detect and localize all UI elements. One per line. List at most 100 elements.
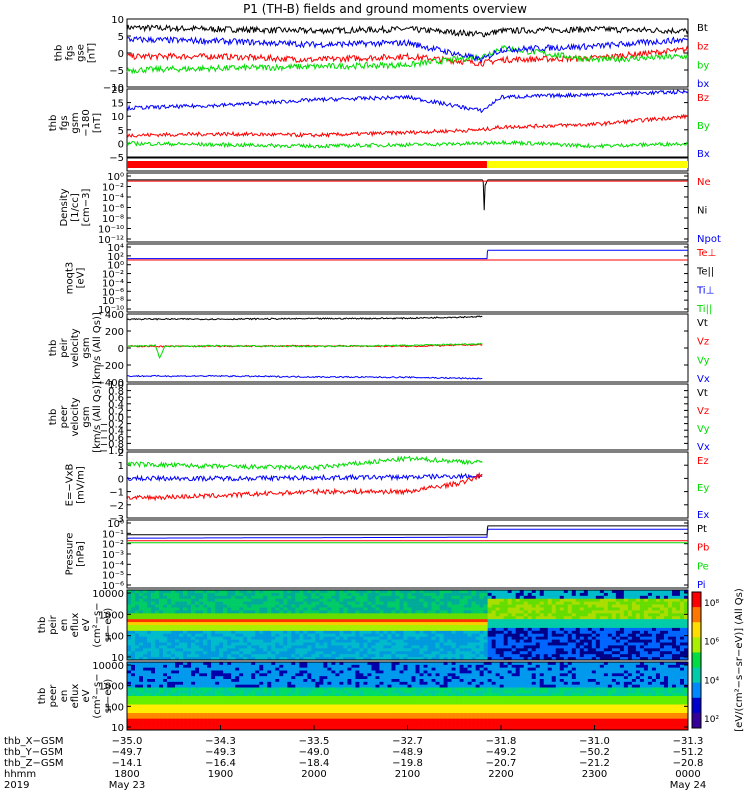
- spectrogram-cell: [151, 625, 156, 629]
- spectrogram-cell: [647, 648, 653, 652]
- spectrogram-cell: [227, 727, 232, 731]
- spectrogram-cell: [463, 619, 468, 623]
- spectrogram-cell: [239, 625, 244, 629]
- spectrogram-cell: [211, 715, 216, 719]
- spectrogram-cell: [147, 684, 152, 688]
- spectrogram-cell: [155, 616, 160, 620]
- spectrogram-cell: [647, 645, 653, 649]
- spectrogram-cell: [451, 622, 456, 626]
- spectrogram-cell: [615, 598, 621, 602]
- spectrogram-cell: [275, 645, 280, 649]
- spectrogram-cell: [307, 727, 312, 731]
- spectrogram-cell: [255, 693, 260, 697]
- spectrogram-cell: [603, 619, 609, 623]
- spectrogram-cell: [235, 633, 240, 637]
- spectrogram-cell: [455, 619, 460, 623]
- spectrogram-cell: [651, 645, 657, 649]
- spectrogram-cell: [171, 654, 176, 658]
- spectrogram-cell: [191, 636, 196, 640]
- spectrogram-cell: [575, 590, 581, 594]
- spectrogram-cell: [319, 693, 324, 697]
- spectrogram-cell: [355, 610, 360, 614]
- spectrogram-cell: [343, 598, 348, 602]
- spectrogram-cell: [223, 601, 228, 605]
- spectrogram-cell: [643, 592, 649, 597]
- spectrogram-cell: [683, 592, 689, 597]
- spectrogram-cell: [555, 627, 561, 632]
- spectrogram-cell: [467, 630, 472, 635]
- spectrogram-cell: [207, 607, 212, 611]
- spectrogram-cell: [199, 654, 204, 658]
- spectrogram-cell: [215, 657, 220, 661]
- spectrogram-cell: [499, 657, 504, 661]
- spectrogram-cell: [551, 590, 557, 594]
- spectrogram-cell: [303, 681, 308, 685]
- spectrogram-cell: [371, 642, 376, 646]
- spectrogram-cell: [283, 598, 288, 602]
- spectrogram-cell: [363, 590, 368, 594]
- legend-Ni: Ni: [697, 206, 707, 217]
- spectrogram-cell: [163, 645, 168, 649]
- spectrogram-cell: [219, 662, 224, 666]
- spectrogram-cell: [335, 713, 340, 717]
- spectrogram-cell: [231, 642, 236, 646]
- spectrogram-cell: [147, 654, 152, 658]
- spectrogram-cell: [207, 676, 212, 680]
- spectrogram-cell: [375, 622, 380, 626]
- spectrogram-cell: [223, 681, 228, 685]
- spectrogram-cell: [323, 639, 328, 643]
- spectrogram-cell: [363, 630, 368, 635]
- spectrogram-cell: [223, 667, 228, 671]
- spectrogram-cell: [155, 679, 160, 683]
- spectrogram-cell: [231, 701, 236, 705]
- spectrogram-cell: [583, 642, 589, 646]
- spectrogram-cell: [371, 627, 376, 632]
- y-tick-label: 10⁻⁶: [102, 581, 124, 592]
- spectrogram-cell: [143, 639, 148, 643]
- spectrogram-cell: [251, 595, 256, 600]
- spectrogram-cell: [395, 651, 400, 655]
- spectrogram-cell: [219, 657, 224, 661]
- spectrogram-cell: [231, 636, 236, 640]
- spectrogram-cell: [379, 595, 384, 600]
- spectrogram-cell: [279, 670, 284, 674]
- spectrogram-cell: [619, 648, 625, 652]
- spectrogram-cell: [415, 610, 420, 614]
- spectrogram-cell: [343, 657, 348, 661]
- spectrogram-cell: [243, 639, 248, 643]
- spectrogram-cell: [607, 619, 613, 623]
- spectrogram-cell: [279, 651, 284, 655]
- spectrogram-cell: [423, 625, 428, 629]
- spectrogram-cell: [571, 639, 577, 643]
- spectrogram-cell: [291, 684, 296, 688]
- spectrogram-cell: [431, 613, 436, 617]
- spectrogram-cell: [375, 636, 380, 640]
- spectrogram-cell: [667, 654, 673, 658]
- spectrogram-cell: [211, 710, 216, 714]
- spectrogram-cell: [587, 627, 593, 632]
- spectrogram-cell: [563, 630, 569, 635]
- spectrogram-cell: [627, 622, 633, 626]
- spectrogram-cell: [515, 604, 520, 608]
- spectrogram-cell: [515, 633, 520, 637]
- spectrogram-cell: [291, 727, 296, 731]
- spectrogram-cell: [283, 654, 288, 658]
- spectrogram-cell: [231, 633, 236, 637]
- spectrogram-cell: [535, 648, 541, 652]
- spectrogram-cell: [331, 696, 336, 700]
- spectrogram-cell: [347, 707, 352, 711]
- y-tick-label: −0.4: [100, 426, 124, 437]
- spectrogram-cell: [311, 676, 316, 680]
- spectrogram-cell: [203, 654, 208, 658]
- spectrogram-cell: [207, 684, 212, 688]
- spectrogram-cell: [127, 598, 132, 602]
- spectrogram-cell: [323, 684, 328, 688]
- spectrogram-cell: [403, 630, 408, 635]
- spectrogram-cell: [655, 645, 661, 649]
- spectrogram-cell: [487, 651, 492, 655]
- spectrogram-cell: [199, 657, 204, 661]
- spectrogram-cell: [399, 619, 404, 623]
- y-tick-label: 0.2: [108, 406, 124, 417]
- spectrogram-cell: [667, 636, 673, 640]
- spectrogram-cell: [295, 681, 300, 685]
